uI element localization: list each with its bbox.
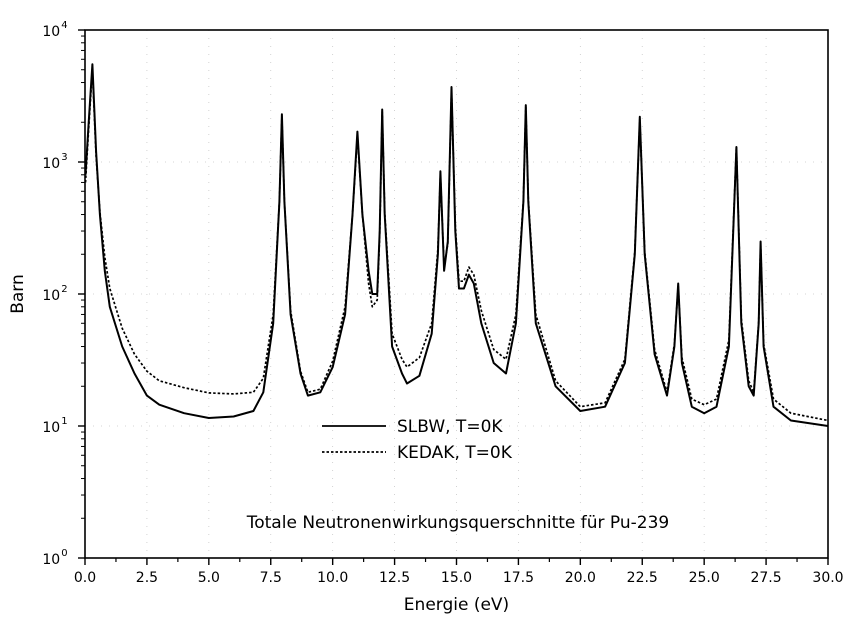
series-line-slbw xyxy=(84,63,829,427)
x-tick-label: 27.5 xyxy=(750,570,781,586)
x-axis-label: Energie (eV) xyxy=(404,595,509,615)
x-tick-label: 2.5 xyxy=(136,570,158,586)
x-tick-label: 5.0 xyxy=(198,570,220,586)
legend: SLBW, T=0K KEDAK, T=0K xyxy=(322,417,513,463)
y-tick-exponent: 1 xyxy=(61,416,67,427)
x-tick-label: 30.0 xyxy=(812,570,843,586)
y-axis-label: Barn xyxy=(8,274,28,314)
x-axis: 0.0 2.5 5.0 7.5 10.0 12.5 15.0 17.5 20.0 22.5 25.0… xyxy=(74,558,844,586)
x-tick-label: 22.5 xyxy=(627,570,658,586)
x-tick-label: 0.0 xyxy=(74,570,96,586)
chart-annotation: Totale Neutronenwirkungsquerschnitte für… xyxy=(246,513,670,533)
series-line-kedak xyxy=(84,68,829,422)
x-tick-label: 20.0 xyxy=(565,570,596,586)
y-tick-exponent: 2 xyxy=(61,284,67,295)
x-tick-label: 7.5 xyxy=(260,570,282,586)
y-tick-exponent: 3 xyxy=(61,152,67,163)
grid xyxy=(85,30,828,558)
x-tick-label: 17.5 xyxy=(503,570,534,586)
legend-label-slbw: SLBW, T=0K xyxy=(397,417,503,437)
y-tick-exponent: 4 xyxy=(61,20,67,31)
x-tick-label: 10.0 xyxy=(317,570,348,586)
y-tick-exponent: 0 xyxy=(61,548,67,559)
x-tick-label: 15.0 xyxy=(441,570,472,586)
legend-label-kedak: KEDAK, T=0K xyxy=(397,443,513,463)
x-tick-label: 12.5 xyxy=(379,570,410,586)
x-tick-label: 25.0 xyxy=(689,570,720,586)
series-group xyxy=(84,63,829,427)
